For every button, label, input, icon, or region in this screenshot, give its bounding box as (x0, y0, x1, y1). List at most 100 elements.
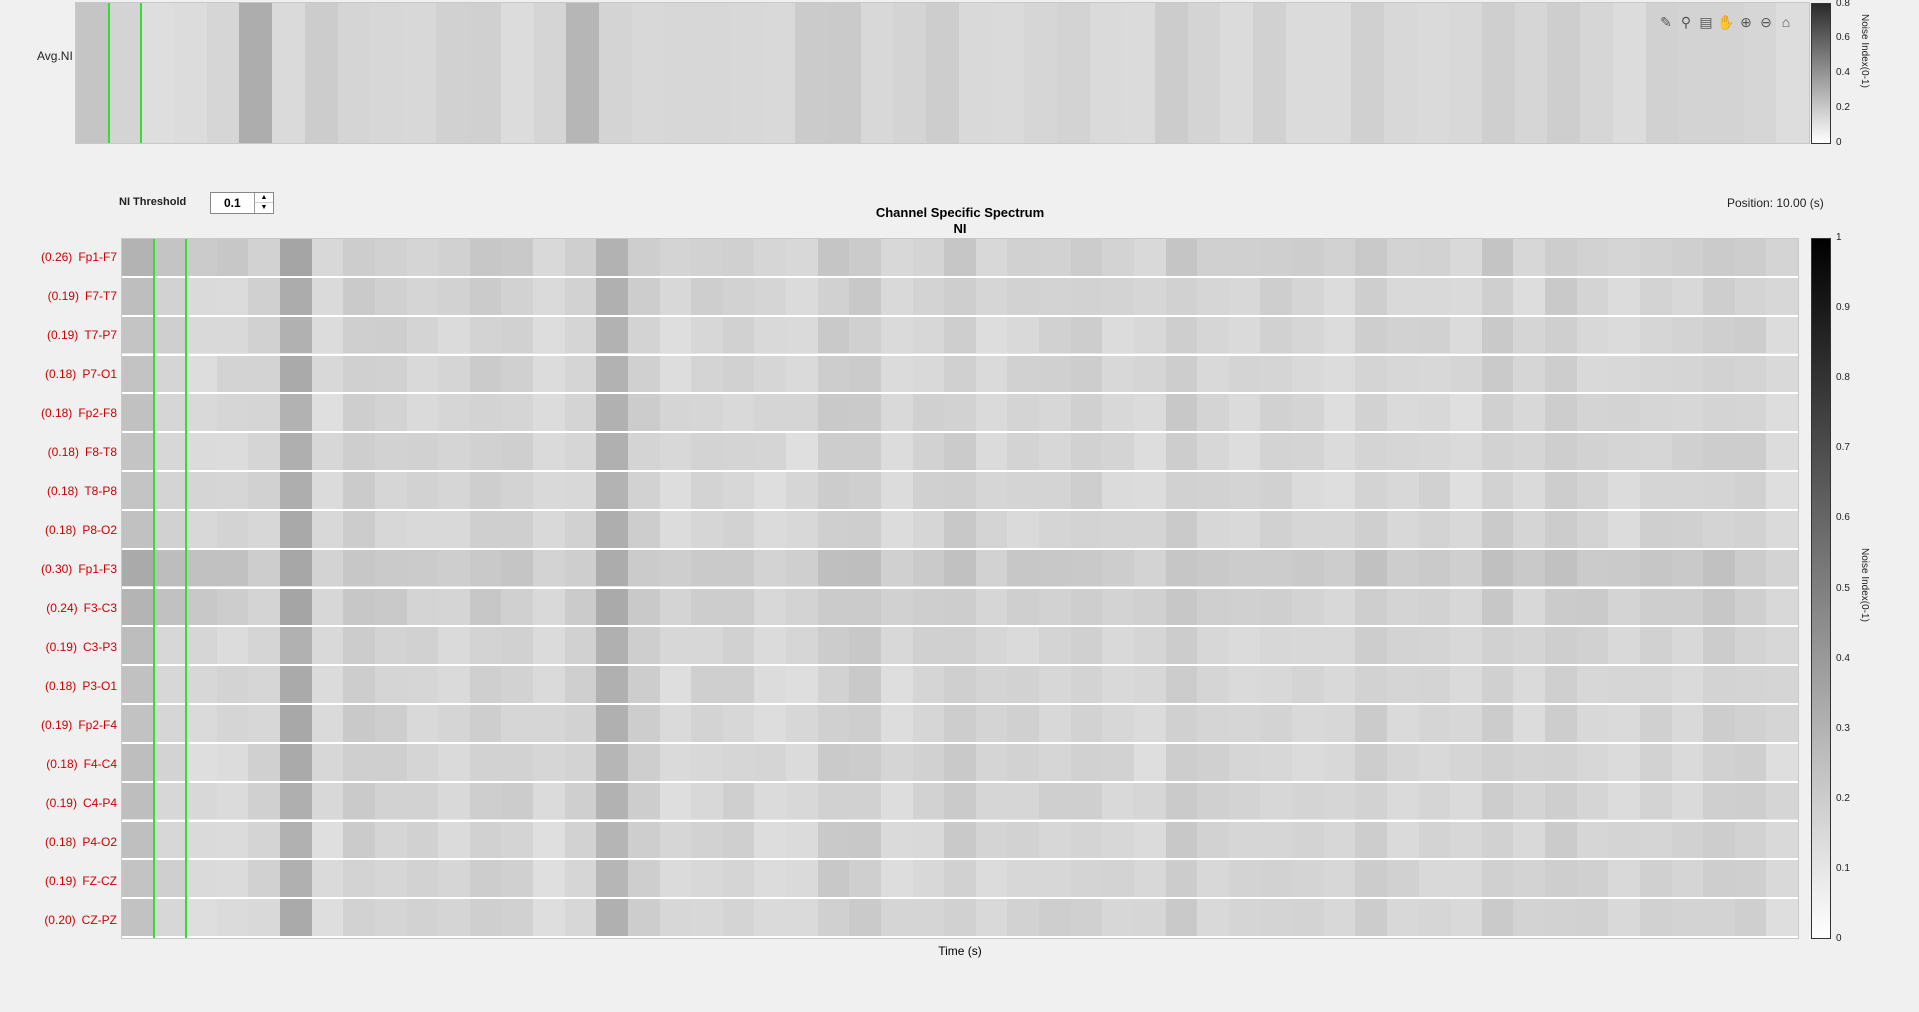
channel-label[interactable]: (0.18) P8-O2 (0, 523, 117, 537)
heatmap-cell (1228, 316, 1261, 354)
pan-hand-icon[interactable]: ✋ (1717, 14, 1735, 30)
heatmap-cell (1197, 899, 1230, 936)
heatmap-cell (374, 510, 408, 548)
spinner-up-button[interactable]: ▲ (254, 193, 273, 203)
channel-label[interactable]: (0.18) P7-O1 (0, 367, 117, 381)
heatmap-cell (216, 472, 249, 509)
heatmap-cell (786, 433, 819, 470)
heatmap-cell (248, 355, 281, 393)
avg-ni-cell (566, 3, 600, 143)
row-separator (122, 470, 1798, 472)
heatmap-cell (1703, 743, 1736, 781)
heatmap-cell (533, 394, 566, 432)
avg-ni-cell (860, 3, 894, 143)
avg-ni-heatmap[interactable] (75, 2, 1810, 144)
heatmap-cell (1386, 316, 1419, 354)
zoom-out-icon[interactable]: ⊖ (1760, 14, 1772, 30)
heatmap-cell (596, 433, 629, 470)
channel-label[interactable]: (0.18) Fp2-F8 (0, 406, 117, 420)
channel-label[interactable]: (0.18) P4-O2 (0, 835, 117, 849)
heatmap-cell (1197, 666, 1230, 703)
heatmap-cell (754, 433, 787, 470)
channel-name: F8-T8 (84, 445, 117, 460)
legend-icon[interactable]: ▤ (1699, 14, 1713, 30)
heatmap-cell (1766, 860, 1799, 898)
brush-icon[interactable]: ✎ (1660, 14, 1672, 30)
home-icon[interactable]: ⌂ (1781, 14, 1791, 30)
channel-label[interactable]: (0.19) C3-P3 (0, 640, 117, 654)
heatmap-cell (1133, 549, 1167, 587)
heatmap-cell (185, 472, 218, 509)
heatmap-cell (1197, 821, 1230, 859)
heatmap-cell (1070, 277, 1103, 315)
channel-noise-value: (0.18) (44, 678, 77, 693)
avg-ni-cell (1449, 3, 1483, 143)
channel-label[interactable]: (0.30) Fp1-F3 (0, 562, 117, 576)
heatmap-cell (1133, 472, 1167, 509)
channel-heatmap[interactable] (121, 238, 1799, 939)
channel-noise-value: (0.18) (46, 484, 79, 499)
heatmap-cell (1070, 472, 1103, 509)
heatmap-cell (944, 316, 977, 354)
channel-label[interactable]: (0.19) Fp2-F4 (0, 718, 117, 732)
heatmap-cell (1070, 394, 1103, 432)
main-colorbar (1811, 238, 1831, 939)
marker-line-end[interactable] (185, 239, 187, 938)
heatmap-cell (596, 860, 629, 898)
heatmap-cell (1355, 666, 1388, 703)
ni-threshold-spinner[interactable]: 0.1 ▲ ▼ (210, 192, 274, 214)
marker-line-start[interactable] (108, 3, 110, 143)
heatmap-cell (1165, 899, 1198, 936)
heatmap-cell (122, 705, 155, 742)
heatmap-cell (216, 510, 249, 548)
heatmap-cell (248, 860, 281, 898)
heatmap-cell (1450, 588, 1483, 626)
channel-label[interactable]: (0.24) F3-C3 (0, 601, 117, 615)
heatmap-cell (1545, 743, 1578, 781)
heatmap-cell (1481, 277, 1514, 315)
heatmap-cell (1323, 394, 1356, 432)
channel-label[interactable]: (0.26) Fp1-F7 (0, 250, 117, 264)
heatmap-cell (280, 588, 313, 626)
heatmap-cell (659, 510, 692, 548)
marker-line-end[interactable] (140, 3, 142, 143)
channel-label[interactable]: (0.18) F4-C4 (0, 757, 117, 771)
heatmap-cell (627, 277, 661, 315)
heatmap-cell (216, 899, 249, 936)
heatmap-cell (691, 705, 724, 742)
heatmap-cell (533, 588, 566, 626)
channel-label[interactable]: (0.19) C4-P4 (0, 796, 117, 810)
heatmap-cell (343, 316, 376, 354)
heatmap-cell (1481, 472, 1514, 509)
channel-label[interactable]: (0.20) CZ-PZ (0, 913, 117, 927)
heatmap-cell (1766, 588, 1799, 626)
heatmap-cell (880, 782, 914, 820)
heatmap-cell (1070, 549, 1103, 587)
heatmap-cell (153, 239, 186, 276)
heatmap-cell (1671, 743, 1704, 781)
heatmap-cell (153, 782, 186, 820)
marker-line-start[interactable] (153, 239, 155, 938)
channel-label[interactable]: (0.18) T8-P8 (0, 484, 117, 498)
channel-label[interactable]: (0.19) FZ-CZ (0, 874, 117, 888)
avg-ni-cell (1220, 3, 1254, 143)
heatmap-cell (248, 782, 281, 820)
heatmap-cell (1545, 316, 1578, 354)
heatmap-cell (1039, 705, 1072, 742)
channel-label[interactable]: (0.18) F8-T8 (0, 445, 117, 459)
channel-label[interactable]: (0.19) T7-P7 (0, 328, 117, 342)
datatip-icon[interactable]: ⚲ (1680, 14, 1692, 30)
zoom-in-icon[interactable]: ⊕ (1740, 14, 1752, 30)
heatmap-cell (975, 627, 1008, 665)
heatmap-cell (1481, 743, 1514, 781)
row-separator (122, 392, 1798, 395)
ni-threshold-value[interactable]: 0.1 (224, 196, 241, 210)
spinner-down-button[interactable]: ▼ (254, 202, 273, 213)
heatmap-cell (533, 782, 566, 820)
heatmap-cell (1513, 899, 1546, 936)
channel-label[interactable]: (0.19) F7-T7 (0, 289, 117, 303)
channel-label[interactable]: (0.18) P3-O1 (0, 679, 117, 693)
heatmap-cell (1418, 394, 1451, 432)
avg-ni-cell (1514, 3, 1548, 143)
heatmap-cell (248, 510, 281, 548)
